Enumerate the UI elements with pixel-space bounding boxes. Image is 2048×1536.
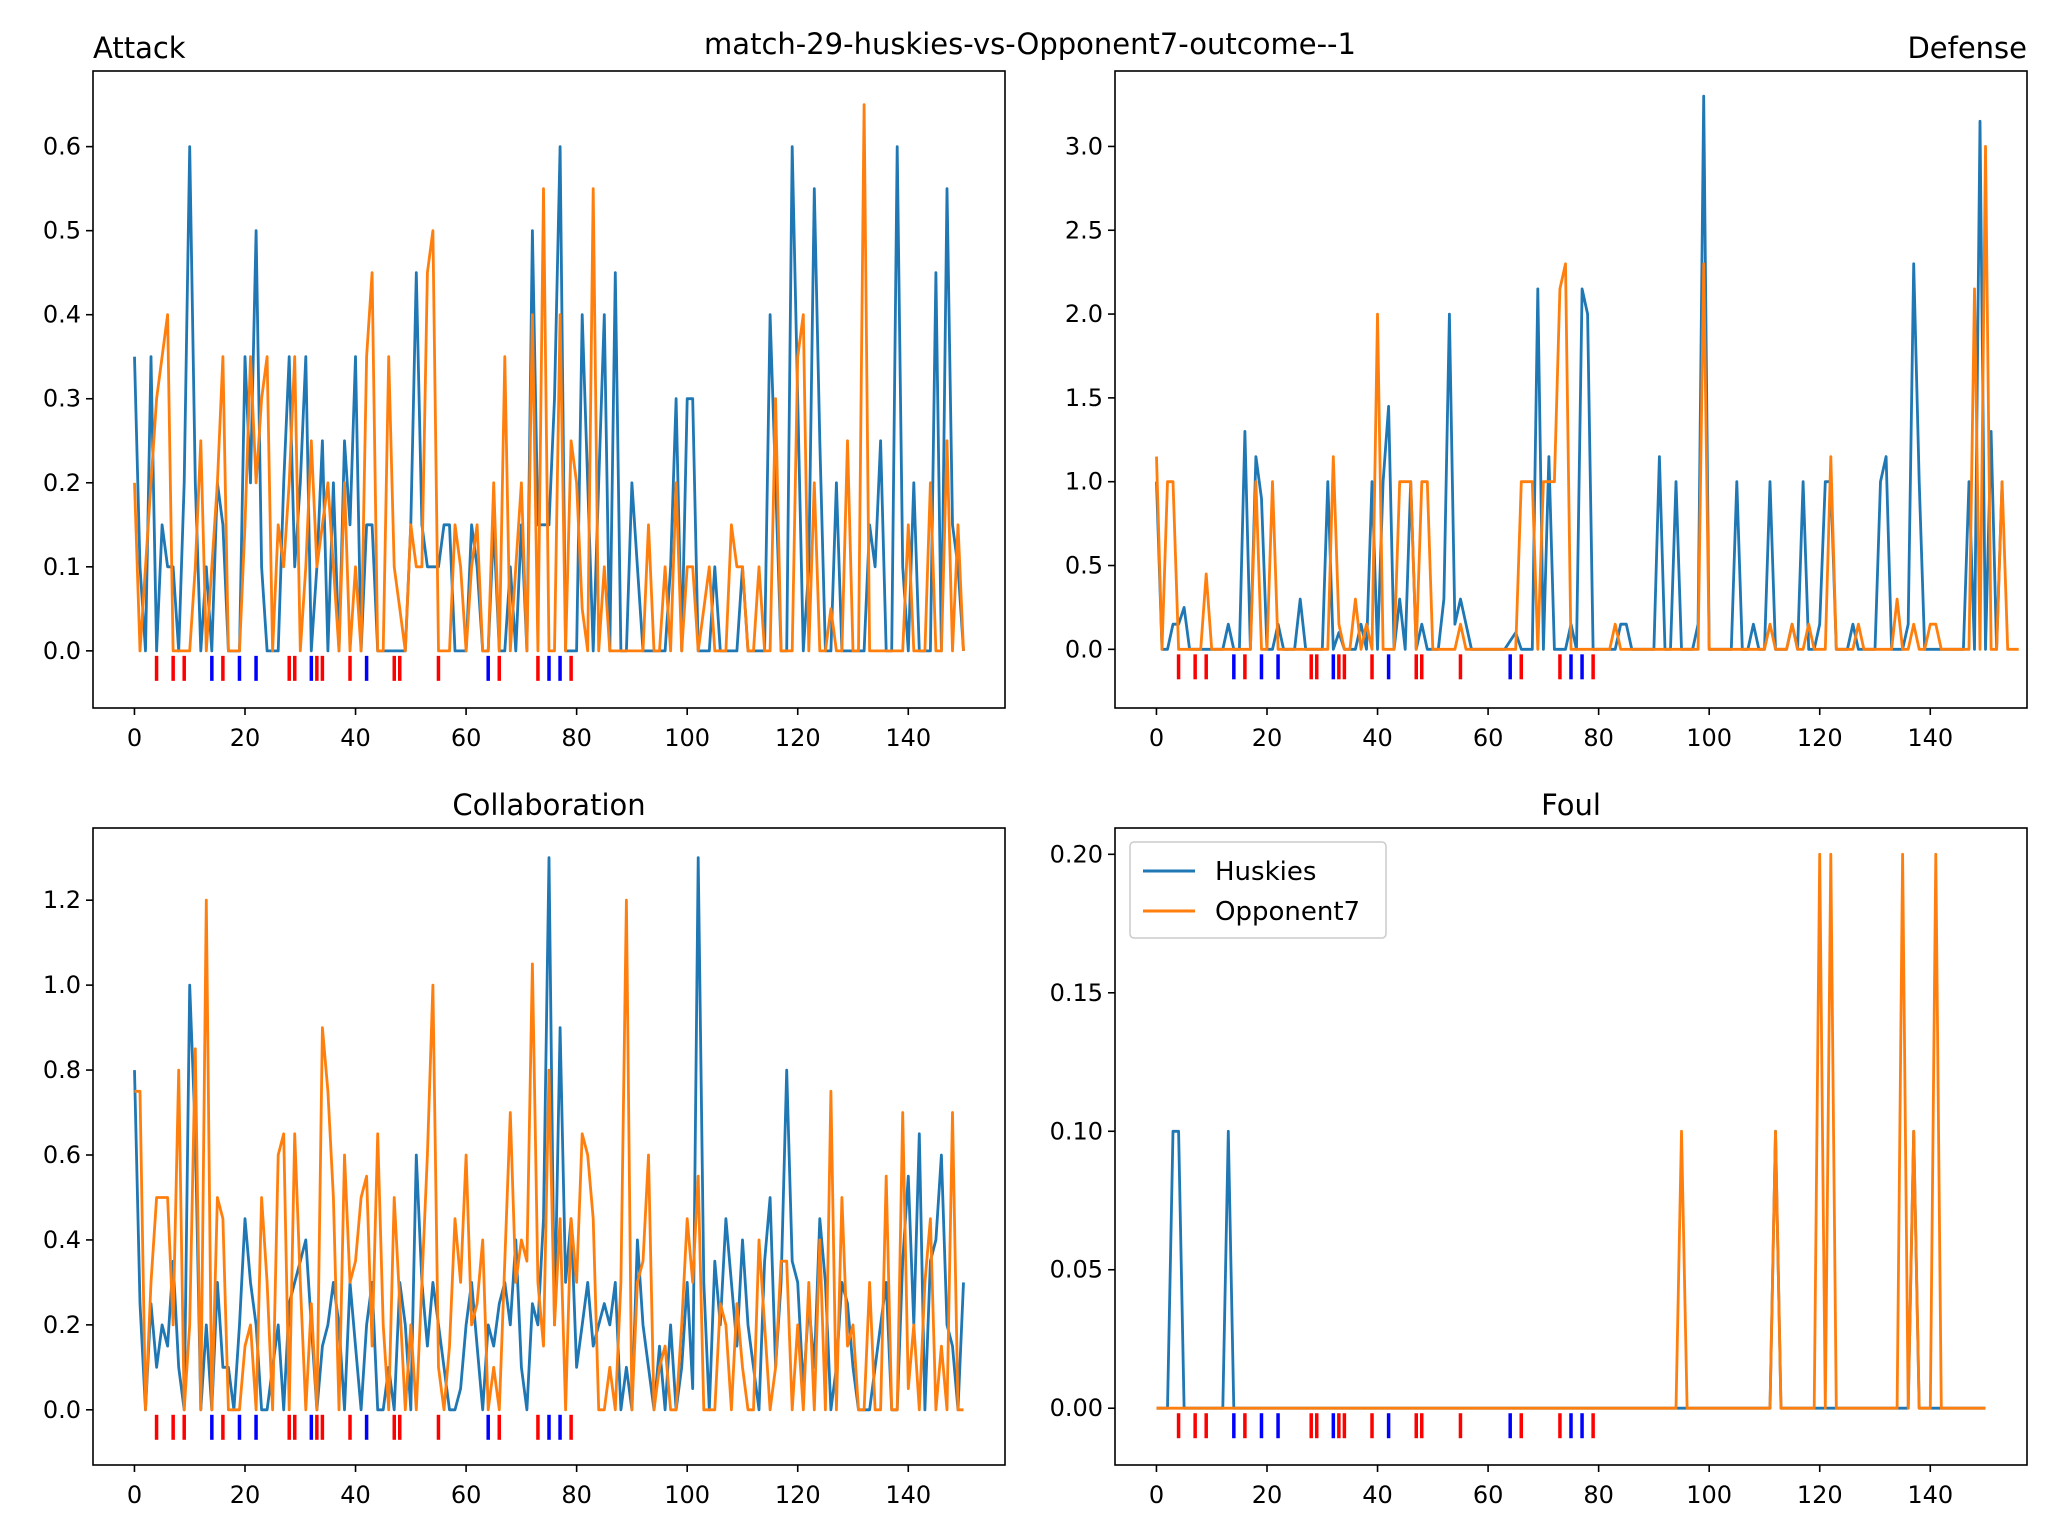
series-line-opponent7-collaboration (134, 898, 964, 1412)
legend: Huskies Opponent7 (1129, 841, 1387, 939)
x-tick-label-foul: 20 (1252, 1481, 1283, 1509)
series-line-huskies-defense (1155, 94, 2004, 651)
x-tick-label-attack: 0 (127, 724, 142, 752)
y-tick-label-attack: 0.6 (43, 133, 81, 161)
panels: Attack 0 20 40 60 80 100 120 140 0.0 0.1 0.2 0.3 0.4 0… (43, 31, 2028, 1509)
panel-foul: Foul 0 20 40 60 80 100 120 140 0.00 0.05 0.10 0.15 0.… (1050, 788, 2028, 1509)
x-tick-label-foul: 60 (1473, 1481, 1504, 1509)
x-tick-label-collaboration: 100 (664, 1481, 710, 1509)
x-tick-label-attack: 20 (230, 724, 261, 752)
x-tick-label-collaboration: 120 (775, 1481, 821, 1509)
y-tick-label-collaboration: 1.0 (43, 971, 81, 999)
x-tick-label-defense: 0 (1149, 724, 1164, 752)
y-tick-label-attack: 0.5 (43, 217, 81, 245)
x-tick-label-foul: 100 (1686, 1481, 1732, 1509)
legend-label-huskies: Huskies (1215, 857, 1316, 887)
y-tick-label-collaboration: 0.4 (43, 1226, 81, 1254)
y-tick-label-collaboration: 1.2 (43, 886, 81, 914)
x-tick-label-foul: 80 (1583, 1481, 1614, 1509)
panel-title-collaboration: Collaboration (452, 788, 645, 822)
x-tick-label-collaboration: 140 (885, 1481, 931, 1509)
x-tick-label-defense: 80 (1583, 724, 1614, 752)
x-tick-label-foul: 0 (1149, 1481, 1164, 1509)
y-tick-label-defense: 0.0 (1065, 635, 1103, 663)
panel-title-defense: Defense (1907, 31, 2027, 65)
panel-collaboration: Collaboration 0 20 40 60 80 100 120 140 0.0 0.2 0.4… (43, 788, 1006, 1509)
panel-title-attack: Attack (93, 31, 186, 65)
y-tick-label-attack: 0.4 (43, 301, 81, 329)
panel-title-foul: Foul (1541, 788, 1601, 822)
y-tick-label-foul: 0.20 (1050, 840, 1103, 868)
x-tick-label-defense: 140 (1907, 724, 1953, 752)
y-tick-label-foul: 0.15 (1050, 979, 1103, 1007)
x-tick-label-foul: 140 (1907, 1481, 1953, 1509)
axes-frame-collaboration (92, 827, 1006, 1466)
x-tick-label-collaboration: 60 (451, 1481, 482, 1509)
y-tick-label-foul: 0.05 (1050, 1256, 1103, 1284)
x-tick-label-attack: 120 (775, 724, 821, 752)
y-tick-label-collaboration: 0.2 (43, 1311, 81, 1339)
x-tick-label-foul: 120 (1797, 1481, 1843, 1509)
y-tick-label-defense: 1.5 (1065, 384, 1103, 412)
x-tick-label-attack: 80 (561, 724, 592, 752)
x-tick-label-defense: 40 (1362, 724, 1393, 752)
y-tick-label-attack: 0.2 (43, 469, 81, 497)
x-tick-label-foul: 40 (1362, 1481, 1393, 1509)
series-line-opponent7-attack (133, 103, 965, 653)
x-tick-label-defense: 60 (1473, 724, 1504, 752)
series-line-opponent7-foul (1156, 852, 1986, 1410)
axes-frame-defense (1114, 70, 2028, 709)
y-tick-label-defense: 2.5 (1065, 216, 1103, 244)
axes-frame-attack (92, 70, 1006, 709)
x-tick-label-attack: 40 (340, 724, 371, 752)
y-tick-label-defense: 3.0 (1065, 132, 1103, 160)
figure-suptitle: match-29-huskies-vs-Opponent7-outcome--1 (704, 27, 1356, 61)
y-tick-label-foul: 0.10 (1050, 1117, 1103, 1145)
y-tick-label-attack: 0.3 (43, 385, 81, 413)
panel-attack: Attack 0 20 40 60 80 100 120 140 0.0 0.1 0.2 0.3 0.4 0… (43, 31, 1006, 752)
y-tick-label-attack: 0.0 (43, 637, 81, 665)
legend-box (1129, 841, 1387, 939)
y-tick-label-attack: 0.1 (43, 553, 81, 581)
panel-defense: Defense 0 20 40 60 80 100 120 140 0.0 0.5 1.0 1.5 2.0… (1065, 31, 2028, 752)
y-tick-label-defense: 1.0 (1065, 468, 1103, 496)
x-tick-label-collaboration: 20 (230, 1481, 261, 1509)
x-tick-label-collaboration: 0 (127, 1481, 142, 1509)
y-tick-label-defense: 2.0 (1065, 300, 1103, 328)
y-tick-label-defense: 0.5 (1065, 552, 1103, 580)
x-tick-label-defense: 20 (1252, 724, 1283, 752)
x-tick-label-defense: 120 (1797, 724, 1843, 752)
x-tick-label-collaboration: 40 (340, 1481, 371, 1509)
y-tick-label-collaboration: 0.8 (43, 1056, 81, 1084)
series-line-opponent7-defense (1155, 144, 2019, 651)
axes-frame-foul (1114, 827, 2028, 1466)
x-tick-label-attack: 100 (664, 724, 710, 752)
y-tick-label-collaboration: 0.0 (43, 1396, 81, 1424)
legend-label-opponent7: Opponent7 (1215, 897, 1360, 927)
x-tick-label-defense: 100 (1686, 724, 1732, 752)
x-tick-label-collaboration: 80 (561, 1481, 592, 1509)
y-tick-label-foul: 0.00 (1050, 1394, 1103, 1422)
x-tick-label-attack: 140 (885, 724, 931, 752)
y-tick-label-collaboration: 0.6 (43, 1141, 81, 1169)
x-tick-label-attack: 60 (451, 724, 482, 752)
